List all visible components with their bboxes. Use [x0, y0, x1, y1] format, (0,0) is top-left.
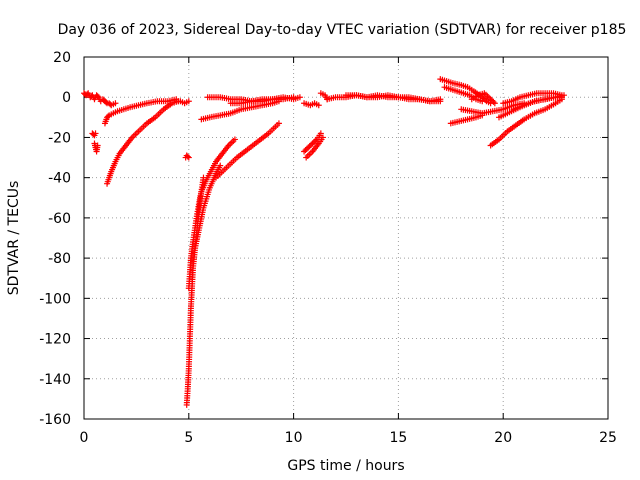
data-point	[231, 136, 238, 143]
data-point	[437, 98, 444, 105]
data-point	[290, 94, 297, 101]
data-point	[310, 139, 317, 146]
series-arc-k	[192, 162, 224, 252]
x-axis-label: GPS time / hours	[287, 458, 404, 474]
data-marks	[81, 76, 567, 408]
data-point	[480, 95, 487, 102]
data-point	[490, 98, 497, 105]
y-axis: -160 -140 -120 -100 -80 -60 -40 -20 0 20	[39, 50, 608, 428]
series-arc-aa	[487, 96, 565, 149]
y-tick-label: -100	[39, 291, 71, 307]
data-point	[301, 148, 308, 155]
x-tick-label: 25	[599, 430, 617, 446]
data-point	[92, 130, 99, 137]
data-point	[184, 153, 191, 160]
data-point	[319, 134, 326, 141]
series-arc-b	[99, 96, 119, 109]
x-axis: 0 5 10 15 20 25	[80, 57, 617, 446]
series-arc-q	[303, 134, 326, 161]
data-point	[275, 120, 282, 127]
series-arc-g	[173, 98, 192, 107]
y-tick-label: -80	[48, 251, 71, 267]
series-arc-o	[227, 94, 297, 107]
x-tick-label: 20	[494, 430, 512, 446]
data-point	[302, 147, 309, 154]
data-point	[185, 154, 192, 161]
data-point	[317, 130, 324, 137]
series-arc-x	[468, 90, 498, 107]
data-point	[489, 97, 496, 104]
data-point	[185, 98, 192, 105]
series-arc-s	[317, 90, 331, 103]
data-point	[94, 142, 101, 149]
series-arc-f	[104, 98, 182, 187]
y-tick-label: -140	[39, 372, 71, 388]
data-point	[315, 102, 322, 109]
series-arc-m	[213, 120, 282, 181]
data-point	[105, 113, 112, 120]
data-point	[479, 98, 486, 105]
series-arc-l	[198, 98, 282, 123]
series-arc-w	[441, 84, 486, 105]
data-point	[491, 100, 498, 107]
x-tick-label: 0	[80, 430, 89, 446]
y-tick-label: -40	[48, 171, 71, 187]
data-point	[303, 145, 310, 152]
data-point	[560, 92, 567, 99]
data-point	[94, 93, 101, 100]
plot-frame	[83, 56, 609, 420]
series-arc-h	[182, 152, 192, 161]
data-point	[305, 144, 312, 151]
data-point	[308, 141, 315, 148]
y-tick-label: -60	[48, 211, 71, 227]
series-arc-e	[101, 96, 180, 127]
chart-title: Day 036 of 2023, Sidereal Day-to-day VTE…	[58, 22, 627, 38]
y-tick-label: -160	[39, 412, 71, 428]
y-tick-label: 0	[62, 90, 71, 106]
series-arc-d	[91, 140, 101, 155]
x-tick-label: 15	[389, 430, 407, 446]
series-arc-c	[89, 130, 99, 139]
data-point	[312, 137, 319, 144]
data-point	[217, 162, 224, 169]
x-tick-label: 5	[184, 430, 193, 446]
series-arc-r	[301, 100, 322, 109]
x-tick-label: 10	[285, 430, 303, 446]
data-point	[296, 94, 303, 101]
y-tick-label: -120	[39, 332, 71, 348]
data-point	[482, 96, 489, 103]
data-point	[306, 143, 313, 150]
data-point	[112, 100, 119, 107]
series-arc-u	[343, 92, 444, 105]
y-axis-label: SDTVAR / TECUs	[6, 181, 22, 296]
y-tick-label: -20	[48, 130, 71, 146]
series-arc-a	[81, 90, 104, 105]
data-point	[309, 140, 316, 147]
series-arc-ad	[510, 92, 567, 113]
y-tick-label: 20	[53, 50, 71, 66]
series-arc-j	[185, 136, 238, 292]
data-point	[103, 99, 110, 106]
data-point	[487, 96, 494, 103]
series-arc-p	[301, 130, 324, 155]
